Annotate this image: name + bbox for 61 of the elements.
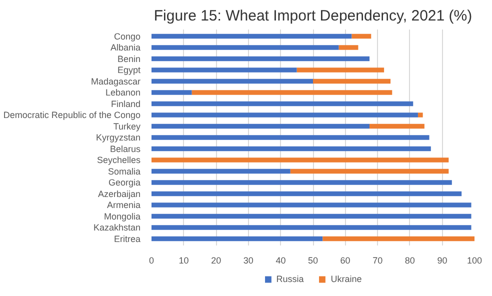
bar [152,112,418,118]
bar [152,45,339,50]
y-tick-label: Madagascar [90,76,141,86]
x-tick-label: 70 [372,256,383,266]
y-tick-label: Georgia [108,178,141,188]
bar [152,90,192,95]
bar [370,124,424,129]
y-tick-label: Lebanon [105,88,141,98]
y-tick-label: Albania [110,42,141,52]
bar [152,135,430,140]
x-tick-label: 50 [308,256,318,266]
x-tick-label: 40 [276,256,286,266]
bar [152,158,449,162]
bar [290,168,449,174]
bar [152,101,414,106]
bar [152,236,323,242]
bar [352,34,372,39]
y-tick-label: Somalia [108,166,140,176]
bar [152,124,370,129]
y-tick-label: Kazakhstan [93,222,140,232]
bar [418,112,423,118]
legend-label: Russia [276,274,304,284]
bar [152,56,370,62]
bar [152,202,472,208]
bar [338,45,358,50]
x-tick-label: 0 [148,256,154,266]
legend-label: Ukraine [330,274,362,284]
chart-title: Figure 15: Wheat Import Dependency, 2021 (%) [154,8,472,24]
x-tick-label: 90 [437,256,448,266]
x-tick-label: 30 [243,256,254,266]
bar [152,146,431,152]
y-tick-label: Seychelles [96,155,141,165]
bar [296,68,384,72]
x-tick-label: 10 [178,256,189,266]
bar [313,78,391,84]
y-tick-label: Azerbaijan [98,188,141,199]
bar [152,68,297,72]
x-tick-label: 100 [466,256,482,266]
x-tick-label: 20 [211,256,222,266]
y-tick-label: Mongolia [104,211,141,222]
y-tick-label: Benin [117,54,141,64]
y-tick-label: Egypt [117,65,141,75]
y-tick-label: Congo [114,31,141,42]
y-tick-label: Kyrgyzstan [96,132,141,142]
y-tick-label: Turkey [113,121,141,132]
bar [322,236,474,242]
bar [192,90,392,95]
bar [152,214,472,219]
y-tick-label: Eritrea [114,234,141,244]
bar [152,168,290,174]
bar [152,191,462,196]
bar [152,78,313,84]
bar [152,180,452,185]
y-tick-label: Belarus [110,144,141,154]
x-tick-label: 60 [340,256,350,266]
x-tick-label: 80 [404,256,415,266]
bar [152,225,472,230]
y-tick-label: Democratic Republic of the Congo [3,110,141,120]
y-tick-label: Finland [110,98,141,109]
bar [152,34,352,39]
y-tick-label: Armenia [106,200,141,210]
